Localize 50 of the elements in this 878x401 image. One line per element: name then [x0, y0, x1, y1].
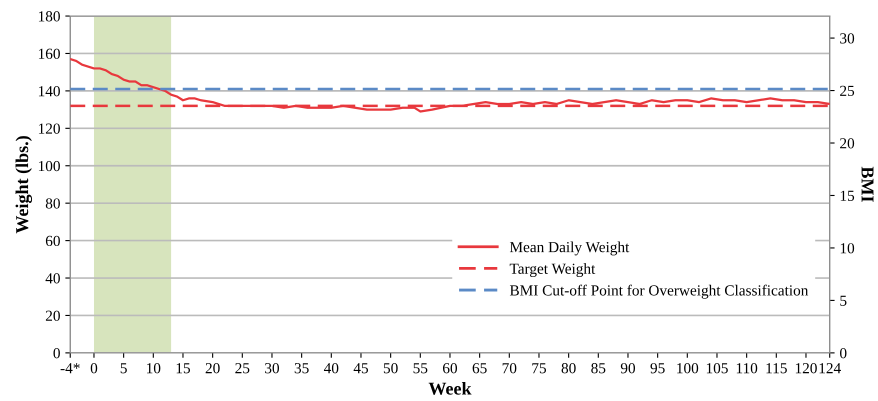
x-tick-label: 110	[736, 363, 758, 374]
x-tick-label: 0	[90, 363, 98, 374]
y-tick-label: 20	[46, 310, 60, 321]
y-tick-label: 60	[46, 236, 60, 246]
x-tick-label: 90	[620, 363, 636, 374]
legend-label: Mean Daily Weight	[510, 241, 630, 256]
x-tick-label: 45	[354, 363, 368, 374]
y-axis-title: Weight (lbs.)	[16, 136, 32, 234]
y-tick-label: 100	[38, 160, 60, 172]
x-tick-label: 85	[591, 363, 606, 374]
y2-axis-title: BMI	[862, 166, 874, 202]
y-tick-label: 0	[53, 348, 60, 358]
x-tick-label: 115	[766, 363, 787, 374]
x-tick-label: 60	[442, 363, 458, 374]
legend-label: BMI Cut-off Point for Overweight Classification	[510, 284, 808, 299]
y-tick-label: 120	[38, 123, 60, 134]
x-tick-label: 25	[235, 363, 250, 374]
x-tick-label: 10	[147, 363, 160, 374]
y2-tick-label: 10	[840, 243, 854, 254]
x-tick-label: 20	[206, 363, 220, 374]
x-tick-label: 65	[472, 363, 487, 374]
y2-tick-label: 0	[840, 348, 846, 358]
x-tick-label: 105	[706, 363, 728, 374]
y2-tick-label: 20	[840, 138, 854, 148]
x-tick-label: 100	[677, 363, 698, 374]
y2-tick-label: 30	[840, 33, 854, 44]
x-tick-label: 55	[414, 363, 428, 374]
y2-tick-label: 25	[840, 86, 854, 96]
y-tick-label: 140	[38, 86, 60, 96]
x-tick-label: 95	[650, 363, 665, 374]
x-tick-label: 124	[820, 363, 841, 374]
legend-label: Target Weight	[510, 263, 596, 278]
y2-tick-label: 15	[840, 190, 854, 201]
y-tick-label: 160	[38, 48, 60, 59]
y-tick-label: 40	[46, 273, 60, 284]
x-tick-label: -4*	[60, 363, 80, 374]
x-tick-label: 120	[796, 363, 817, 374]
x-tick-label: 50	[384, 363, 398, 374]
x-tick-label: 75	[532, 363, 546, 374]
y-tick-label: 80	[46, 198, 60, 209]
x-axis-title: Week	[428, 382, 472, 395]
x-tick-label: 80	[562, 363, 576, 374]
x-tick-label: 5	[120, 363, 127, 374]
x-tick-label: 15	[176, 363, 190, 374]
y2-tick-label: 5	[840, 296, 846, 306]
y-tick-label: 180	[38, 11, 60, 22]
x-tick-label: 40	[324, 363, 338, 374]
x-tick-label: 70	[502, 363, 516, 374]
x-tick-label: 30	[265, 363, 280, 374]
x-tick-label: 35	[294, 363, 309, 374]
